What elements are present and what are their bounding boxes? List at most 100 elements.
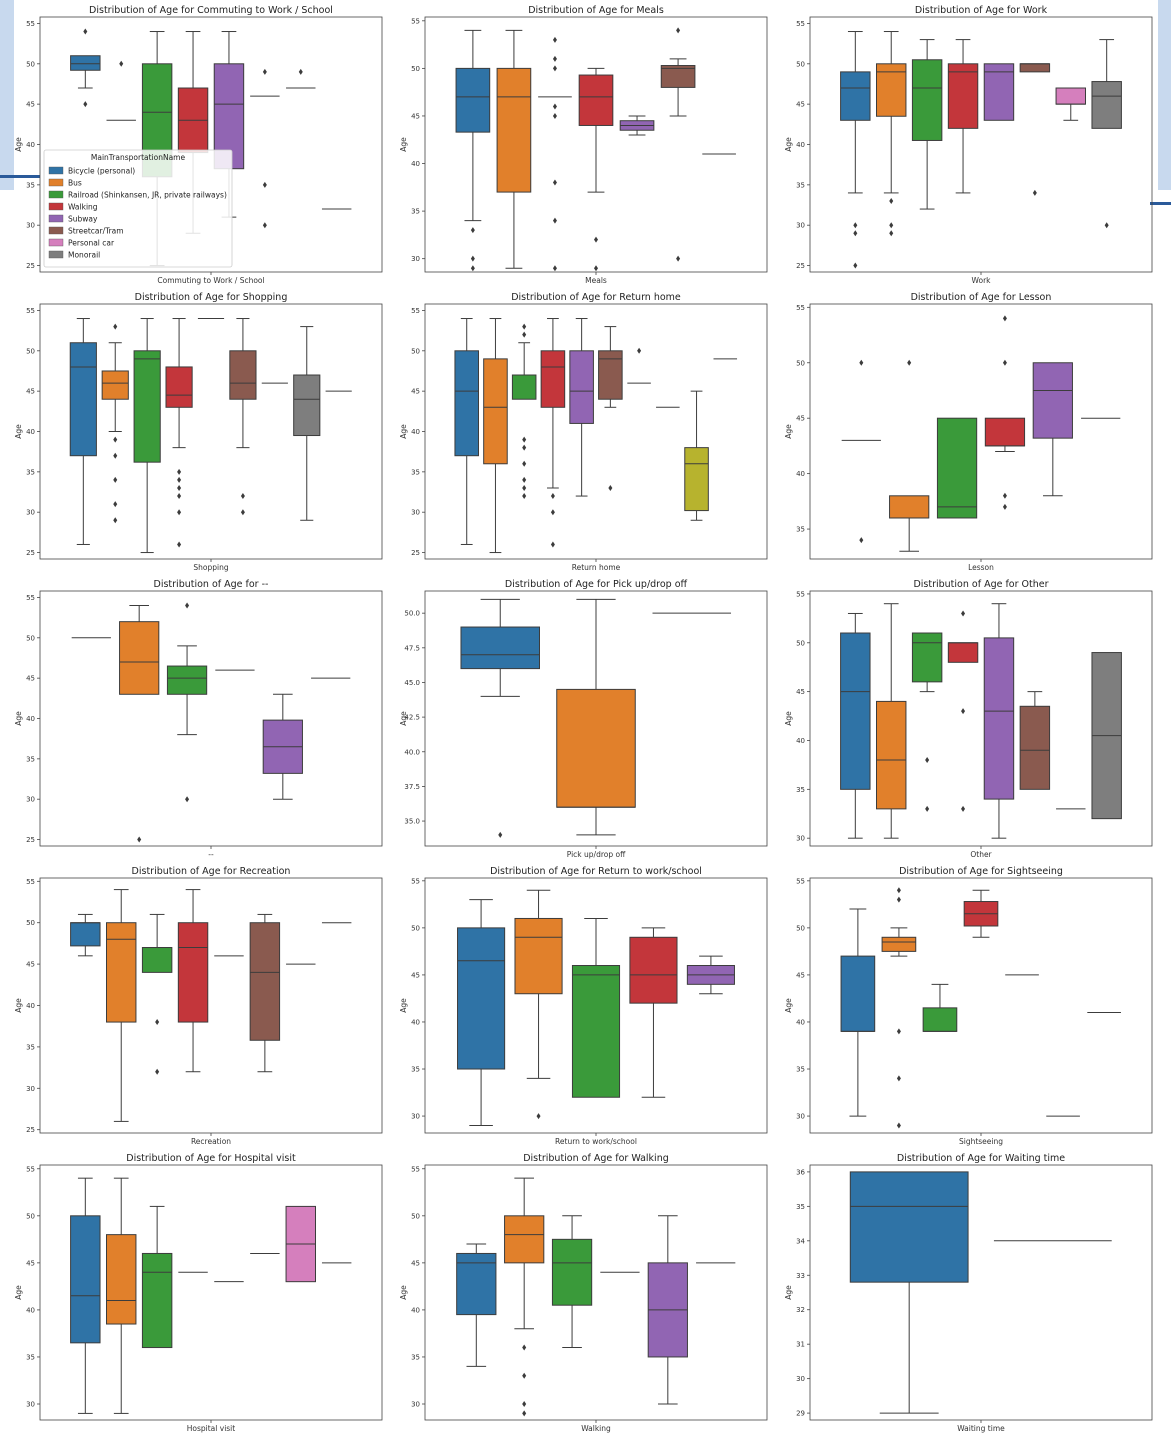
- legend-swatch: [48, 166, 64, 175]
- box-monorail: [1091, 652, 1122, 820]
- x-category-label: Shopping: [193, 563, 228, 572]
- box-body: [106, 922, 137, 1023]
- x-category-label: Lesson: [968, 563, 994, 572]
- y-tick-label: 35: [411, 208, 420, 216]
- outlier-point: [552, 65, 557, 72]
- chart-title: Distribution of Age for --: [154, 579, 269, 590]
- outlier-point: [522, 1401, 527, 1408]
- y-tick-label: 45: [411, 388, 420, 396]
- box-body: [540, 350, 566, 408]
- box-body: [70, 922, 101, 947]
- box-streetcar-tram: [1019, 63, 1051, 196]
- y-tick-label: 55: [796, 304, 805, 312]
- box-personal-car: [285, 1205, 316, 1283]
- legend-entry: Subway: [68, 215, 98, 224]
- y-tick-label: 45: [411, 1259, 420, 1267]
- y-tick-label: 45: [796, 101, 805, 109]
- outlier-point: [240, 493, 245, 500]
- y-tick-label: 36: [796, 1168, 805, 1176]
- box-body: [876, 63, 907, 117]
- box-railroad-shinkansen-jr-private-railways: [166, 602, 208, 803]
- x-category-label: Recreation: [191, 1137, 231, 1146]
- box-railroad-shinkansen-jr-private-railways: [141, 913, 173, 1075]
- chart-title: Distribution of Age for Recreation: [132, 866, 291, 877]
- y-tick-label: 29: [796, 1410, 805, 1418]
- plot-frame: [39, 877, 383, 1134]
- boxplot-chart: Distribution of Age for Lesson 35 40 45 50 55…: [784, 292, 1153, 572]
- y-tick-label: 35: [26, 181, 35, 189]
- outlier-point: [470, 227, 475, 234]
- boxplot-chart: Distribution of Age for Work 25 30 35 40 45 50…: [784, 5, 1153, 285]
- outlier-point: [907, 359, 912, 366]
- box-bicycle-personal: [70, 1177, 101, 1414]
- y-tick-label: 40: [411, 1018, 420, 1026]
- chart-panel: Distribution of Age for Waiting time 29 30…: [770, 1148, 1160, 1434]
- box-bus: [889, 359, 930, 552]
- chart-panel: Distribution of Age for Pick up/drop off…: [385, 574, 775, 860]
- outlier-point: [498, 831, 503, 838]
- y-axis-label: Age: [14, 1285, 23, 1300]
- outlier-point: [522, 1372, 527, 1379]
- box-body: [984, 417, 1026, 447]
- chart-panel: Distribution of Age for -- 25 30 35 40 45 50 55…: [0, 574, 390, 860]
- outlier-point: [113, 323, 118, 330]
- outlier-point: [119, 60, 124, 67]
- chart-panel: Distribution of Age for Meals 30 35 40 45 50 5…: [385, 0, 775, 286]
- y-tick-label: 55: [796, 20, 805, 28]
- outlier-point: [470, 255, 475, 262]
- boxplot-chart: Distribution of Age for Commuting to Wor…: [14, 5, 383, 285]
- boxplot-chart: Distribution of Age for Hospital visit 30…: [14, 1153, 383, 1433]
- outlier-point: [185, 796, 190, 803]
- outlier-point: [137, 836, 142, 843]
- y-tick-label: 55: [796, 590, 805, 598]
- box-subway: [1032, 362, 1073, 497]
- boxplot-chart: Distribution of Age for Waiting time 29 30…: [784, 1153, 1153, 1433]
- x-category-label: Walking: [581, 1424, 611, 1433]
- outlier-point: [113, 436, 118, 443]
- chart-title: Distribution of Age for Commuting to Wor…: [89, 5, 333, 16]
- box-bus: [483, 318, 508, 554]
- box-body: [119, 621, 160, 695]
- outlier-point: [608, 484, 613, 491]
- box-bus: [106, 1177, 137, 1414]
- y-axis-label: Age: [784, 711, 793, 726]
- outlier-point: [853, 222, 858, 229]
- outlier-point: [298, 68, 303, 75]
- legend-entry: Walking: [68, 203, 98, 212]
- outlier-point: [859, 359, 864, 366]
- y-tick-label: 42.5: [404, 714, 420, 722]
- y-tick-label: 50: [26, 347, 35, 355]
- y-tick-label: 45: [796, 971, 805, 979]
- outlier-point: [177, 493, 182, 500]
- box-body: [504, 1215, 545, 1264]
- y-axis-label: Age: [399, 711, 408, 726]
- outlier-point: [1002, 359, 1007, 366]
- y-tick-label: 50: [411, 1212, 420, 1220]
- box-body: [983, 637, 1015, 800]
- outlier-point: [676, 255, 681, 262]
- box-body: [551, 1238, 593, 1306]
- box-bicycle-personal: [841, 359, 881, 544]
- x-category-label: Meals: [585, 276, 607, 285]
- legend-entry: Personal car: [68, 239, 115, 248]
- x-category-label: Commuting to Work / School: [157, 276, 264, 285]
- box-railroad-shinkansen-jr-private-railways: [936, 417, 978, 519]
- box-subway: [569, 318, 594, 497]
- outlier-point: [470, 265, 475, 272]
- outlier-point: [550, 493, 555, 500]
- outlier-point: [113, 517, 118, 524]
- box-body: [457, 927, 506, 1070]
- y-tick-label: 50: [411, 347, 420, 355]
- deco-line-right: [1150, 202, 1171, 205]
- y-tick-label: 40: [796, 1018, 805, 1026]
- y-tick-label: 40: [796, 737, 805, 745]
- outlier-point: [889, 230, 894, 237]
- y-tick-label: 35: [411, 468, 420, 476]
- legend-entry: Streetcar/Tram: [68, 227, 124, 236]
- outlier-point: [594, 265, 598, 272]
- y-tick-label: 30: [411, 1113, 420, 1121]
- outlier-point: [896, 1028, 901, 1035]
- outlier-point: [1002, 492, 1007, 499]
- boxplot-chart: Distribution of Age for Meals 30 35 40 45 50 5…: [399, 5, 768, 285]
